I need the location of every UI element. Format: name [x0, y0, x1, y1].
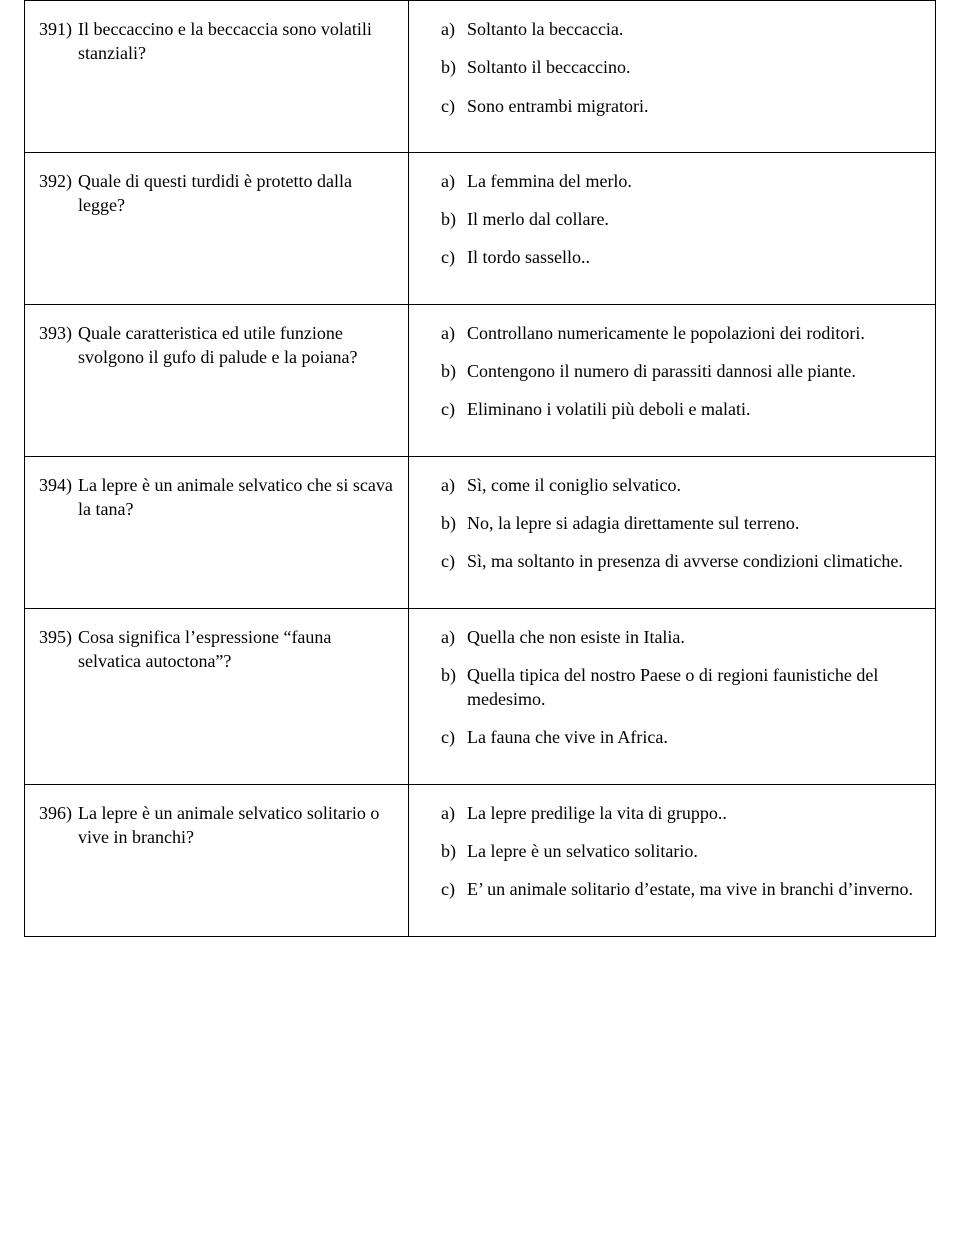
answers: a) Controllano numericamente le popolazi…: [423, 321, 921, 422]
answer-option: c) Sono entrambi migratori.: [441, 94, 921, 118]
question-cell: 393) Quale caratteristica ed utile funzi…: [25, 304, 409, 456]
answer-label: c): [441, 877, 467, 901]
answer-option: c) La fauna che vive in Africa.: [441, 725, 921, 749]
answer-option: a) Controllano numericamente le popolazi…: [441, 321, 921, 345]
answer-text: Il merlo dal collare.: [467, 207, 921, 231]
answers: a) Soltanto la beccaccia. b) Soltanto il…: [423, 17, 921, 118]
qa-table: 391) Il beccaccino e la beccaccia sono v…: [24, 0, 936, 937]
answer-option: c) E’ un animale solitario d’estate, ma …: [441, 877, 921, 901]
question-cell: 396) La lepre è un animale selvatico sol…: [25, 784, 409, 936]
answers-cell: a) Quella che non esiste in Italia. b) Q…: [409, 608, 936, 784]
answer-label: c): [441, 397, 467, 421]
answer-label: c): [441, 94, 467, 118]
answer-option: b) No, la lepre si adagia direttamente s…: [441, 511, 921, 535]
answer-option: b) Quella tipica del nostro Paese o di r…: [441, 663, 921, 712]
question-number: 391): [39, 17, 78, 41]
question-text: Quale caratteristica ed utile funzione s…: [78, 321, 394, 370]
answer-text: La lepre è un selvatico solitario.: [467, 839, 921, 863]
answer-option: c) Eliminano i volatili più deboli e mal…: [441, 397, 921, 421]
answer-text: Quella tipica del nostro Paese o di regi…: [467, 663, 921, 712]
answer-label: a): [441, 169, 467, 193]
answer-option: b) Soltanto il beccaccino.: [441, 55, 921, 79]
question: 396) La lepre è un animale selvatico sol…: [39, 801, 394, 850]
answer-option: c) Il tordo sassello..: [441, 245, 921, 269]
answer-label: a): [441, 321, 467, 345]
answer-option: a) La femmina del merlo.: [441, 169, 921, 193]
question-number: 394): [39, 473, 78, 497]
answers-cell: a) La lepre predilige la vita di gruppo.…: [409, 784, 936, 936]
question-cell: 395) Cosa significa l’espressione “fauna…: [25, 608, 409, 784]
answer-option: b) Il merlo dal collare.: [441, 207, 921, 231]
table-row: 394) La lepre è un animale selvatico che…: [25, 456, 936, 608]
answer-text: Il tordo sassello..: [467, 245, 921, 269]
table-row: 393) Quale caratteristica ed utile funzi…: [25, 304, 936, 456]
question-cell: 391) Il beccaccino e la beccaccia sono v…: [25, 1, 409, 153]
answer-option: a) Soltanto la beccaccia.: [441, 17, 921, 41]
answer-label: b): [441, 839, 467, 863]
question-number: 395): [39, 625, 78, 649]
question: 391) Il beccaccino e la beccaccia sono v…: [39, 17, 394, 66]
answer-text: La fauna che vive in Africa.: [467, 725, 921, 749]
answers-cell: a) Controllano numericamente le popolazi…: [409, 304, 936, 456]
table-row: 396) La lepre è un animale selvatico sol…: [25, 784, 936, 936]
answer-option: b) La lepre è un selvatico solitario.: [441, 839, 921, 863]
answer-label: c): [441, 549, 467, 573]
answer-label: c): [441, 245, 467, 269]
question: 392) Quale di questi turdidi è protetto …: [39, 169, 394, 218]
answers-cell: a) Sì, come il coniglio selvatico. b) No…: [409, 456, 936, 608]
answer-option: a) La lepre predilige la vita di gruppo.…: [441, 801, 921, 825]
answer-label: c): [441, 725, 467, 749]
answer-label: a): [441, 473, 467, 497]
question: 394) La lepre è un animale selvatico che…: [39, 473, 394, 522]
table-row: 395) Cosa significa l’espressione “fauna…: [25, 608, 936, 784]
answers: a) Sì, come il coniglio selvatico. b) No…: [423, 473, 921, 574]
question-text: La lepre è un animale selvatico solitari…: [78, 801, 394, 850]
question-number: 393): [39, 321, 78, 345]
table-row: 391) Il beccaccino e la beccaccia sono v…: [25, 1, 936, 153]
question-text: La lepre è un animale selvatico che si s…: [78, 473, 394, 522]
answer-label: b): [441, 207, 467, 231]
answer-text: La femmina del merlo.: [467, 169, 921, 193]
answer-label: a): [441, 17, 467, 41]
page: 391) Il beccaccino e la beccaccia sono v…: [0, 0, 960, 977]
answer-text: La lepre predilige la vita di gruppo..: [467, 801, 921, 825]
answers-cell: a) La femmina del merlo. b) Il merlo dal…: [409, 152, 936, 304]
answer-text: Quella che non esiste in Italia.: [467, 625, 921, 649]
table-row: 392) Quale di questi turdidi è protetto …: [25, 152, 936, 304]
question-text: Il beccaccino e la beccaccia sono volati…: [78, 17, 394, 66]
answer-text: Soltanto il beccaccino.: [467, 55, 921, 79]
answer-text: Sì, ma soltanto in presenza di avverse c…: [467, 549, 921, 573]
answer-text: Eliminano i volatili più deboli e malati…: [467, 397, 921, 421]
answers-cell: a) Soltanto la beccaccia. b) Soltanto il…: [409, 1, 936, 153]
answer-option: a) Quella che non esiste in Italia.: [441, 625, 921, 649]
answer-text: Controllano numericamente le popolazioni…: [467, 321, 921, 345]
answer-label: a): [441, 625, 467, 649]
question-cell: 392) Quale di questi turdidi è protetto …: [25, 152, 409, 304]
answer-label: b): [441, 511, 467, 535]
question: 393) Quale caratteristica ed utile funzi…: [39, 321, 394, 370]
question-cell: 394) La lepre è un animale selvatico che…: [25, 456, 409, 608]
answer-text: E’ un animale solitario d’estate, ma viv…: [467, 877, 921, 901]
answer-text: No, la lepre si adagia direttamente sul …: [467, 511, 921, 535]
answer-label: b): [441, 359, 467, 383]
answer-text: Contengono il numero di parassiti dannos…: [467, 359, 921, 383]
answer-text: Soltanto la beccaccia.: [467, 17, 921, 41]
answer-text: Sono entrambi migratori.: [467, 94, 921, 118]
answer-label: a): [441, 801, 467, 825]
answer-label: b): [441, 55, 467, 79]
answer-option: b) Contengono il numero di parassiti dan…: [441, 359, 921, 383]
question: 395) Cosa significa l’espressione “fauna…: [39, 625, 394, 674]
answers: a) La femmina del merlo. b) Il merlo dal…: [423, 169, 921, 270]
qa-table-body: 391) Il beccaccino e la beccaccia sono v…: [25, 1, 936, 937]
question-text: Cosa significa l’espressione “fauna selv…: [78, 625, 394, 674]
answers: a) La lepre predilige la vita di gruppo.…: [423, 801, 921, 902]
question-text: Quale di questi turdidi è protetto dalla…: [78, 169, 394, 218]
answer-label: b): [441, 663, 467, 687]
answer-text: Sì, come il coniglio selvatico.: [467, 473, 921, 497]
answers: a) Quella che non esiste in Italia. b) Q…: [423, 625, 921, 750]
question-number: 392): [39, 169, 78, 193]
answer-option: c) Sì, ma soltanto in presenza di avvers…: [441, 549, 921, 573]
answer-option: a) Sì, come il coniglio selvatico.: [441, 473, 921, 497]
question-number: 396): [39, 801, 78, 825]
